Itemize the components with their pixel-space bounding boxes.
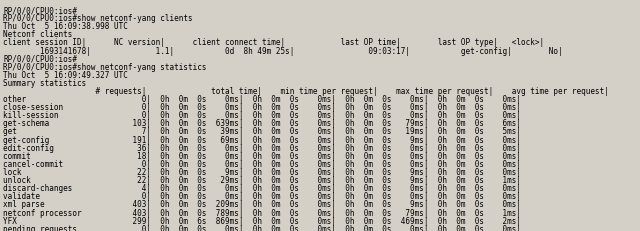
Text: close-session                 0|  0h  0m  0s    0ms|  0h  0m  0s    0ms|  0h  0m: close-session 0| 0h 0m 0s 0ms| 0h 0m 0s …: [3, 103, 521, 112]
Text: commit                       18|  0h  0m  0s    0ms|  0h  0m  0s    0ms|  0h  0m: commit 18| 0h 0m 0s 0ms| 0h 0m 0s 0ms| 0…: [3, 152, 521, 161]
Text: RP/0/0/CPU0:ios#: RP/0/0/CPU0:ios#: [3, 6, 77, 15]
Text: kill-session                  0|  0h  0m  0s    0ms|  0h  0m  0s    0ms|  0h  0m: kill-session 0| 0h 0m 0s 0ms| 0h 0m 0s 0…: [3, 111, 521, 120]
Text: cancel-commit                 0|  0h  0m  0s    0ms|  0h  0m  0s    0ms|  0h  0m: cancel-commit 0| 0h 0m 0s 0ms| 0h 0m 0s …: [3, 160, 521, 169]
Text: Thu Oct  5 16:09:49.327 UTC: Thu Oct 5 16:09:49.327 UTC: [3, 71, 128, 80]
Text: 1693141678|              1.1|           0d  8h 49m 25s|                09:03:17|: 1693141678| 1.1| 0d 8h 49m 25s| 09:03:17…: [3, 46, 563, 55]
Text: RP/0/0/CPU0:ios#show netconf-yang statistics: RP/0/0/CPU0:ios#show netconf-yang statis…: [3, 63, 207, 72]
Text: discard-changes               4|  0h  0m  0s    0ms|  0h  0m  0s    0ms|  0h  0m: discard-changes 4| 0h 0m 0s 0ms| 0h 0m 0…: [3, 184, 521, 193]
Text: xml parse                   403|  0h  0m  0s  209ms|  0h  0m  0s    0ms|  0h  0m: xml parse 403| 0h 0m 0s 209ms| 0h 0m 0s …: [3, 201, 521, 209]
Text: YFX                         299|  0h  0m  6s  869ms|  0h  0m  0s    0ms|  0h  0m: YFX 299| 0h 0m 6s 869ms| 0h 0m 0s 0ms| 0…: [3, 217, 521, 226]
Text: get-schema                  103|  0h  0m  0s  639ms|  0h  0m  0s    0ms|  0h  0m: get-schema 103| 0h 0m 0s 639ms| 0h 0m 0s…: [3, 119, 521, 128]
Text: RP/0/0/CPU0:ios#show netconf-yang clients: RP/0/0/CPU0:ios#show netconf-yang client…: [3, 14, 193, 23]
Text: lock                         22|  0h  0m  0s    9ms|  0h  0m  0s    0ms|  0h  0m: lock 22| 0h 0m 0s 9ms| 0h 0m 0s 0ms| 0h …: [3, 168, 521, 177]
Text: RP/0/0/CPU0:ios#: RP/0/0/CPU0:ios#: [3, 55, 77, 64]
Text: Thu Oct  5 16:09:38.998 UTC: Thu Oct 5 16:09:38.998 UTC: [3, 22, 128, 31]
Text: edit-config                  36|  0h  0m  0s    0ms|  0h  0m  0s    0ms|  0h  0m: edit-config 36| 0h 0m 0s 0ms| 0h 0m 0s 0…: [3, 144, 521, 153]
Text: pending requests              0|  0h  0m  0s    0ms|  0h  0m  0s    0ms|  0h  0m: pending requests 0| 0h 0m 0s 0ms| 0h 0m …: [3, 225, 521, 231]
Text: Netconf clients: Netconf clients: [3, 30, 72, 39]
Text: get-config                  191|  0h  0m  0s   69ms|  0h  0m  0s    0ms|  0h  0m: get-config 191| 0h 0m 0s 69ms| 0h 0m 0s …: [3, 136, 521, 145]
Text: netconf processor           403|  0h  0m  0s  789ms|  0h  0m  0s    0ms|  0h  0m: netconf processor 403| 0h 0m 0s 789ms| 0…: [3, 209, 521, 218]
Text: other                         0|  0h  0m  0s    0ms|  0h  0m  0s    0ms|  0h  0m: other 0| 0h 0m 0s 0ms| 0h 0m 0s 0ms| 0h …: [3, 95, 521, 104]
Text: get                           7|  0h  0m  0s   39ms|  0h  0m  0s    0ms|  0h  0m: get 7| 0h 0m 0s 39ms| 0h 0m 0s 0ms| 0h 0…: [3, 128, 521, 137]
Text: validate                      0|  0h  0m  0s    0ms|  0h  0m  0s    0ms|  0h  0m: validate 0| 0h 0m 0s 0ms| 0h 0m 0s 0ms| …: [3, 192, 521, 201]
Text: unlock                       22|  0h  0m  0s   29ms|  0h  0m  0s    0ms|  0h  0m: unlock 22| 0h 0m 0s 29ms| 0h 0m 0s 0ms| …: [3, 176, 521, 185]
Text: # requests|              total time|    min time per request|    max time per re: # requests| total time| min time per req…: [3, 87, 609, 96]
Text: Summary statistics: Summary statistics: [3, 79, 86, 88]
Text: client session ID|      NC version|      client connect time|            last OP: client session ID| NC version| client co…: [3, 38, 544, 47]
